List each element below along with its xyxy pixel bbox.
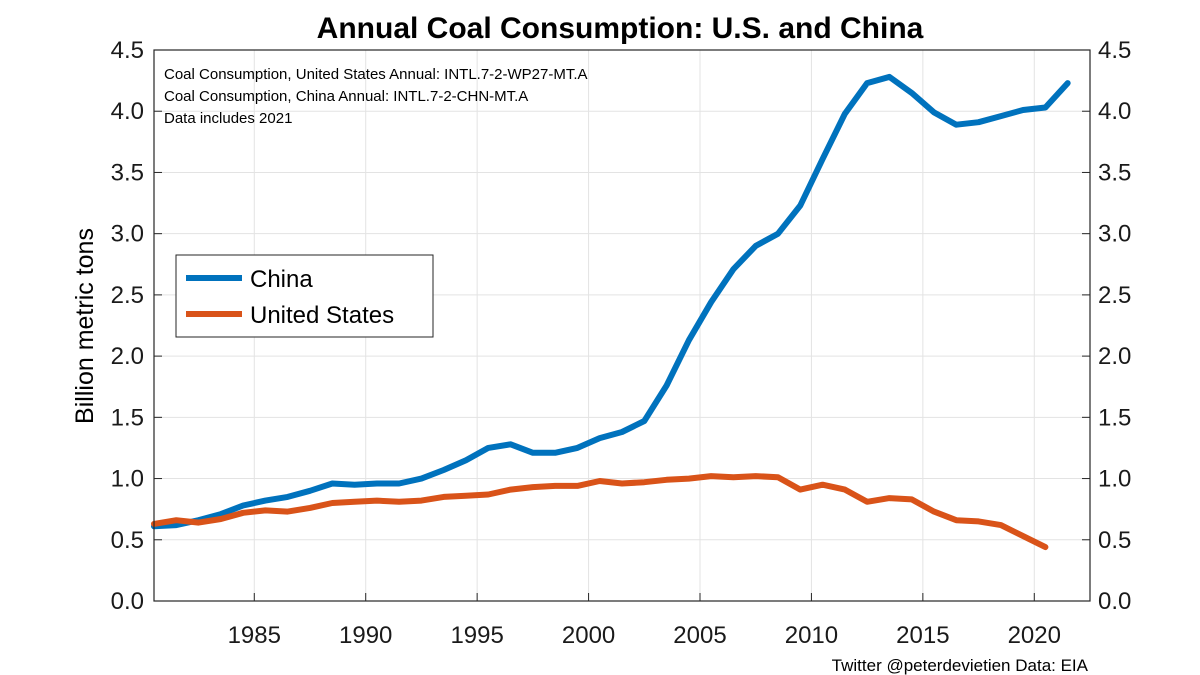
y-tick-label-left: 1.0 [111, 466, 144, 493]
series-layer [151, 73, 1071, 551]
y-tick-label-right: 4.0 [1098, 98, 1131, 125]
x-tick-label: 2015 [896, 622, 949, 649]
ticks-layer: 0.0 0.0 0.5 0.5 1.0 1.0 1.5 1.5 2.0 2.0 2.5 2.5 3.0 3… [111, 37, 1132, 649]
x-tick-label: 2020 [1008, 622, 1061, 649]
annotation-line: Coal Consumption, China Annual: INTL.7-2… [164, 88, 528, 105]
x-tick-label: 1985 [228, 622, 281, 649]
y-tick-label-right: 3.0 [1098, 221, 1131, 248]
x-tick-label: 1990 [339, 622, 392, 649]
legend: China United States [175, 254, 434, 338]
y-tick-label-left: 3.0 [111, 221, 144, 248]
united-states-line [151, 473, 1049, 551]
credit-text: Twitter @peterdevietien Data: EIA [832, 656, 1089, 675]
annotation-line: Data includes 2021 [164, 110, 292, 127]
y-tick-label-left: 4.0 [111, 98, 144, 125]
y-tick-label-right: 0.5 [1098, 527, 1131, 554]
y-tick-label-left: 4.5 [111, 37, 144, 64]
y-tick-label-right: 1.0 [1098, 466, 1131, 493]
y-tick-label-right: 3.5 [1098, 159, 1131, 186]
y-tick-label-right: 2.5 [1098, 282, 1131, 309]
annotation-block: Coal Consumption, United States Annual: … [164, 66, 588, 127]
annotation-line: Coal Consumption, United States Annual: … [164, 66, 588, 83]
x-tick-label: 2010 [785, 622, 838, 649]
plot-frame [153, 49, 1091, 602]
x-tick-label: 2005 [673, 622, 726, 649]
y-tick-label-left: 0.5 [111, 527, 144, 554]
legend-label-united-states: United States [250, 302, 394, 329]
x-tick-label: 1995 [450, 622, 503, 649]
y-tick-label-right: 0.0 [1098, 588, 1131, 615]
y-tick-label-right: 2.0 [1098, 343, 1131, 370]
y-tick-label-left: 2.0 [111, 343, 144, 370]
y-tick-label-right: 4.5 [1098, 37, 1131, 64]
chart-title: Annual Coal Consumption: U.S. and China [317, 12, 924, 45]
y-tick-label-left: 0.0 [111, 588, 144, 615]
x-tick-label: 2000 [562, 622, 615, 649]
y-tick-label-left: 3.5 [111, 159, 144, 186]
china-line [151, 73, 1071, 530]
legend-box [175, 254, 434, 338]
frame-layer [153, 49, 1091, 602]
legend-label-china: China [250, 266, 313, 293]
y-tick-label-left: 2.5 [111, 282, 144, 309]
y-tick-label-right: 1.5 [1098, 404, 1131, 431]
y-axis-label: Billion metric tons [71, 228, 99, 424]
y-tick-label-left: 1.5 [111, 404, 144, 431]
